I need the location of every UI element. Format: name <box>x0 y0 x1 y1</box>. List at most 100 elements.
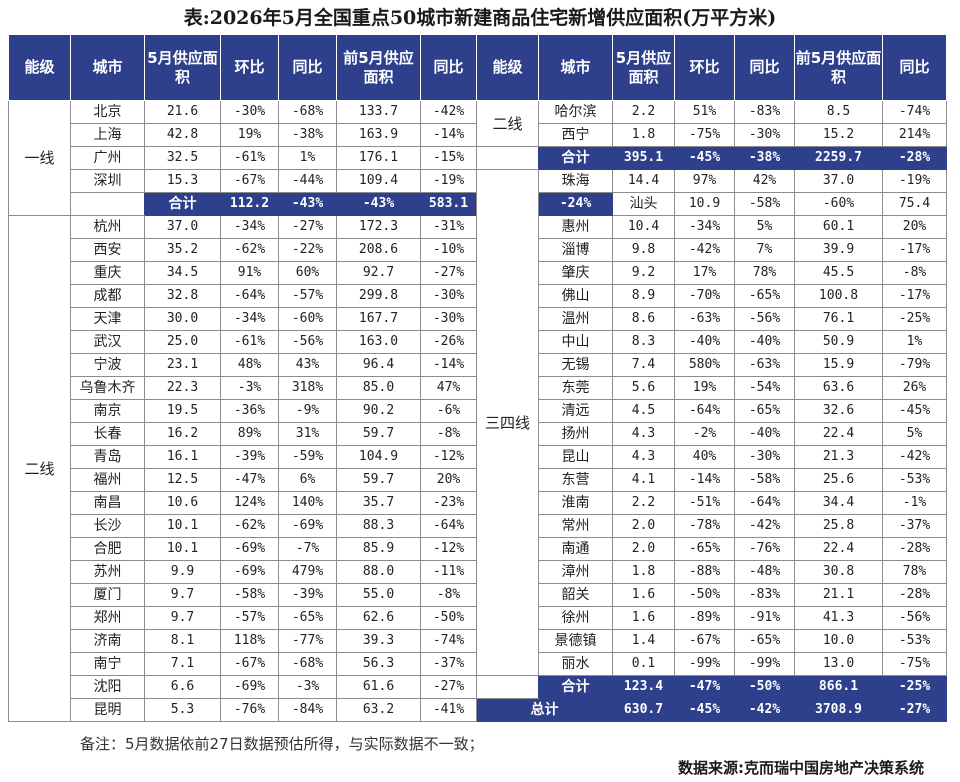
value-cell: -99% <box>674 652 735 676</box>
value-cell: 30.0 <box>144 307 221 331</box>
subtotal-value: 583.1 <box>420 192 477 216</box>
value-cell: 100.8 <box>794 284 883 308</box>
value-cell: -76% <box>734 537 795 561</box>
value-cell: 19% <box>220 123 279 147</box>
value-cell: 10.4 <box>612 215 675 239</box>
value-cell: -42% <box>420 100 477 124</box>
value-cell: 42% <box>734 169 795 193</box>
city-cell: 南昌 <box>70 491 145 515</box>
value-cell: -8% <box>882 261 947 285</box>
supply-table: 能级 城市 5月供应面积 环比 同比 前5月供应面积 同比 能级 城市 5月供应… <box>8 34 947 722</box>
header-row: 能级 城市 5月供应面积 环比 同比 前5月供应面积 同比 能级 城市 5月供应… <box>8 34 947 101</box>
value-cell: -50% <box>674 583 735 607</box>
value-cell: 96.4 <box>336 353 421 377</box>
value-cell: -53% <box>882 468 947 492</box>
city-cell: 景德镇 <box>538 629 613 653</box>
subtotal-value: -45% <box>674 146 735 170</box>
value-cell: 48% <box>220 353 279 377</box>
value-cell: -37% <box>882 514 947 538</box>
city-cell: 沈阳 <box>70 675 145 699</box>
table-row: 沈阳 6.6 -69% -3% 61.6 -27% 合计 123.4 -47% -50% 866.1… <box>9 675 947 699</box>
value-cell: 104.9 <box>336 445 421 469</box>
value-cell: 47% <box>420 376 477 400</box>
value-cell: -64% <box>220 284 279 308</box>
value-cell: 51% <box>674 100 735 124</box>
table-row: 二线 杭州 37.0 -34% -27% 172.3 -31% 惠州 10.4 -34% 5% 60.… <box>8 215 947 722</box>
value-cell: 21.1 <box>794 583 883 607</box>
value-cell: 10.1 <box>144 514 221 538</box>
city-cell: 珠海 <box>538 169 613 193</box>
city-cell: 肇庆 <box>538 261 613 285</box>
city-cell: 北京 <box>70 100 145 124</box>
city-cell: 郑州 <box>70 606 145 630</box>
city-cell: 佛山 <box>538 284 613 308</box>
value-cell: 10.1 <box>144 537 221 561</box>
value-cell: -62% <box>220 514 279 538</box>
value-cell: -47% <box>220 468 279 492</box>
value-cell: 1.8 <box>612 560 675 584</box>
value-cell: -30% <box>734 123 795 147</box>
table-row: 上海 42.8 19% -38% 163.9 -14% 西宁 1.8 -75% -30% 15.2 2… <box>9 123 947 147</box>
table-row: 昆明 5.3 -76% -84% 63.2 -41% 总计 630.7 -45% -42% 3708… <box>9 698 947 722</box>
grand-total-value: -42% <box>734 698 795 722</box>
city-cell: 成都 <box>70 284 145 308</box>
value-cell: -58% <box>734 192 795 216</box>
city-cell: 青岛 <box>70 445 145 469</box>
value-cell: 20% <box>420 468 477 492</box>
value-cell: 8.1 <box>144 629 221 653</box>
city-cell: 杭州 <box>70 215 145 239</box>
value-cell: -89% <box>674 606 735 630</box>
value-cell: -9% <box>278 399 337 423</box>
value-cell: 7% <box>734 238 795 262</box>
table-row: 深圳 15.3 -67% -44% 109.4 -19% 三四线 珠海 14.4 97% 42% 37… <box>9 169 947 676</box>
value-cell: -75% <box>674 123 735 147</box>
value-cell: 78% <box>734 261 795 285</box>
value-cell: 59.7 <box>336 422 421 446</box>
spacer-cell <box>476 146 539 170</box>
value-cell: -11% <box>420 560 477 584</box>
value-cell: 22.4 <box>794 537 883 561</box>
value-cell: 8.9 <box>612 284 675 308</box>
value-cell: 167.7 <box>336 307 421 331</box>
city-cell: 昆山 <box>538 445 613 469</box>
subtotal-value: 2259.7 <box>794 146 883 170</box>
value-cell: 5.6 <box>612 376 675 400</box>
city-cell: 常州 <box>538 514 613 538</box>
value-cell: -19% <box>420 169 477 193</box>
table-row: 福州 12.5 -47% 6% 59.7 20% 东营 4.1 -14% -58% 25.6 -53% <box>9 468 947 492</box>
value-cell: -64% <box>420 514 477 538</box>
header-cell: 5月供应面积 <box>144 34 221 101</box>
value-cell: -63% <box>674 307 735 331</box>
value-cell: -34% <box>674 215 735 239</box>
city-cell: 南京 <box>70 399 145 423</box>
value-cell: -76% <box>220 698 279 722</box>
value-cell: 89% <box>220 422 279 446</box>
city-cell: 重庆 <box>70 261 145 285</box>
value-cell: 10.0 <box>794 629 883 653</box>
value-cell: -42% <box>734 514 795 538</box>
table-row: 武汉 25.0 -61% -56% 163.0 -26% 中山 8.3 -40% -40% 50.9… <box>9 330 947 354</box>
value-cell: 32.8 <box>144 284 221 308</box>
city-cell: 乌鲁木齐 <box>70 376 145 400</box>
value-cell: 45.5 <box>794 261 883 285</box>
city-cell: 韶关 <box>538 583 613 607</box>
value-cell: -3% <box>278 675 337 699</box>
value-cell: 88.0 <box>336 560 421 584</box>
city-cell: 无锡 <box>538 353 613 377</box>
tier-cell: 二线 <box>476 100 539 147</box>
value-cell: -64% <box>674 399 735 423</box>
value-cell: -65% <box>734 284 795 308</box>
value-cell: -53% <box>882 629 947 653</box>
city-cell: 东营 <box>538 468 613 492</box>
value-cell: -60% <box>278 307 337 331</box>
value-cell: 39.9 <box>794 238 883 262</box>
value-cell: 50.9 <box>794 330 883 354</box>
value-cell: -64% <box>734 491 795 515</box>
value-cell: 40% <box>674 445 735 469</box>
table-row: 西安 35.2 -62% -22% 208.6 -10% 淄博 9.8 -42% 7% 39.9 -1… <box>9 238 947 262</box>
city-cell: 丽水 <box>538 652 613 676</box>
value-cell: -67% <box>674 629 735 653</box>
data-source: 数据来源:克而瑞中国房地产决策系统 <box>677 759 924 777</box>
grand-total-label: 总计 <box>476 698 613 722</box>
grand-total-value: 630.7 <box>612 698 675 722</box>
